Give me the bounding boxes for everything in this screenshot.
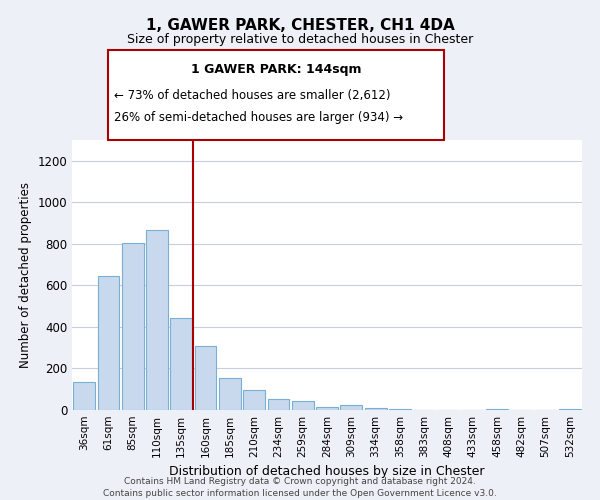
Text: Size of property relative to detached houses in Chester: Size of property relative to detached ho…: [127, 32, 473, 46]
Bar: [559, 409, 581, 410]
X-axis label: Distribution of detached houses by size in Chester: Distribution of detached houses by size …: [169, 466, 485, 478]
Bar: [316, 407, 338, 410]
Text: 26% of semi-detached houses are larger (934) →: 26% of semi-detached houses are larger (…: [114, 111, 403, 124]
Bar: [170, 318, 192, 410]
Bar: [97, 276, 119, 410]
Bar: [268, 399, 289, 410]
Text: ← 73% of detached houses are smaller (2,612): ← 73% of detached houses are smaller (2,…: [114, 88, 391, 102]
Bar: [389, 409, 411, 410]
Bar: [73, 382, 95, 410]
Bar: [219, 378, 241, 410]
Y-axis label: Number of detached properties: Number of detached properties: [19, 182, 32, 368]
Bar: [365, 408, 386, 410]
Text: 1, GAWER PARK, CHESTER, CH1 4DA: 1, GAWER PARK, CHESTER, CH1 4DA: [146, 18, 454, 32]
Bar: [486, 409, 508, 410]
Bar: [340, 406, 362, 410]
Text: Contains HM Land Registry data © Crown copyright and database right 2024.: Contains HM Land Registry data © Crown c…: [124, 476, 476, 486]
Bar: [243, 390, 265, 410]
Bar: [122, 243, 143, 410]
Bar: [146, 230, 168, 410]
Text: 1 GAWER PARK: 144sqm: 1 GAWER PARK: 144sqm: [191, 64, 361, 76]
Text: Contains public sector information licensed under the Open Government Licence v3: Contains public sector information licen…: [103, 488, 497, 498]
Bar: [194, 346, 217, 410]
Bar: [292, 402, 314, 410]
